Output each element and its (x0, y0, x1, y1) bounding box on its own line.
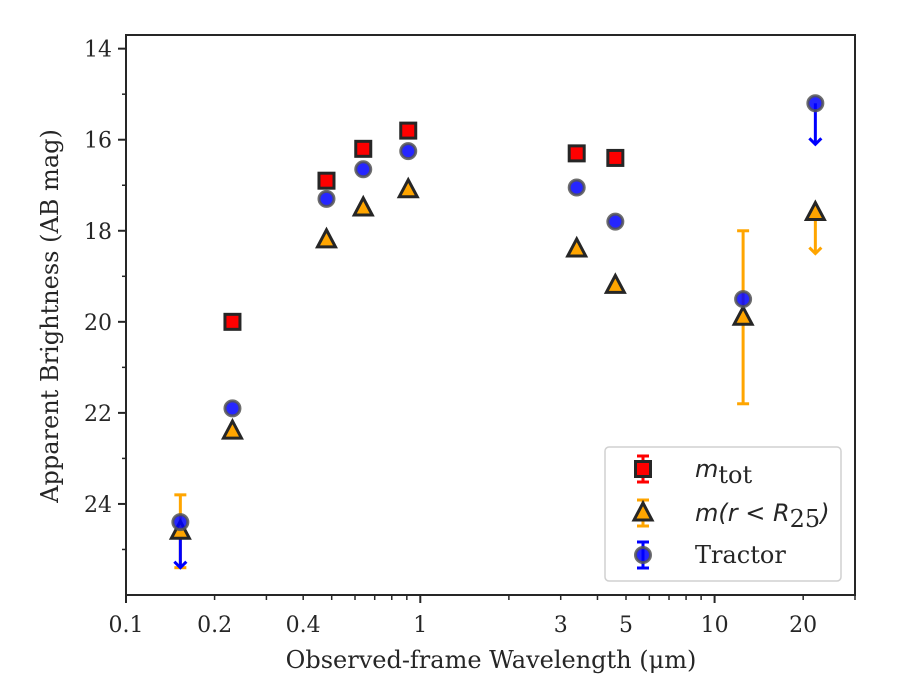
x-tick-label: 1 (413, 613, 427, 638)
y-tick-label: 14 (84, 38, 112, 63)
mtot-marker (567, 144, 586, 163)
tractor-marker (354, 160, 373, 179)
axes: 14 16 18 20 22 24 0.1 0.2 0.4 1 3 5 10 20 (84, 34, 856, 638)
y-tick-label: 22 (84, 402, 112, 427)
r25-marker (220, 417, 244, 440)
tractor-marker (734, 290, 753, 309)
tractor-marker (223, 399, 242, 418)
legend-label: Tractor (695, 541, 786, 569)
legend-label: mtot (695, 455, 752, 489)
y-tick-label: 18 (84, 220, 112, 245)
tractor-marker (317, 189, 336, 208)
upper-limit-arrowhead (808, 137, 823, 147)
r25-marker (314, 226, 338, 249)
y-tick-label: 20 (84, 311, 112, 336)
x-tick-label: 20 (789, 613, 817, 638)
tractor-marker (606, 212, 625, 231)
tractor-marker (171, 513, 190, 532)
r25-marker (631, 499, 655, 522)
upper-limit-arrowhead (808, 246, 823, 256)
r25-marker (396, 176, 420, 199)
mtot-marker (317, 171, 336, 190)
x-tick-label: 0.1 (109, 613, 144, 638)
mtot-marker (399, 121, 418, 140)
r25-marker (803, 199, 827, 222)
r25-marker (731, 304, 755, 326)
r25-marker (603, 272, 627, 294)
x-tick-label: 0.2 (197, 613, 232, 638)
y-tick-label: 24 (84, 493, 112, 518)
y-axis-label: Apparent Brightness (AB mag) (36, 129, 64, 504)
mtot-marker (354, 139, 373, 158)
x-tick-label: 10 (701, 613, 729, 638)
r25-marker (565, 235, 589, 258)
plot-frame (125, 34, 856, 596)
data-markers (168, 94, 827, 540)
x-tick-label: 0.4 (286, 613, 321, 638)
y-tick-label: 16 (84, 129, 112, 154)
x-axis-label: Observed-frame Wavelength (μm) (286, 646, 697, 674)
legend: mtot m(r < R25) Tractor (604, 446, 842, 582)
mtot-marker (606, 148, 625, 167)
tractor-marker (634, 546, 652, 564)
x-tick-label: 5 (619, 613, 633, 638)
tractor-marker (567, 178, 586, 197)
upper-limit-arrowhead (173, 560, 188, 570)
legend-box (604, 446, 842, 582)
mtot-marker (223, 312, 242, 331)
r25-marker (351, 194, 375, 217)
mtot-marker (634, 460, 652, 478)
legend-label: m(r < R25) (695, 499, 830, 533)
tractor-marker (399, 142, 418, 161)
x-tick-label: 3 (554, 613, 568, 638)
tractor-marker (806, 94, 825, 113)
